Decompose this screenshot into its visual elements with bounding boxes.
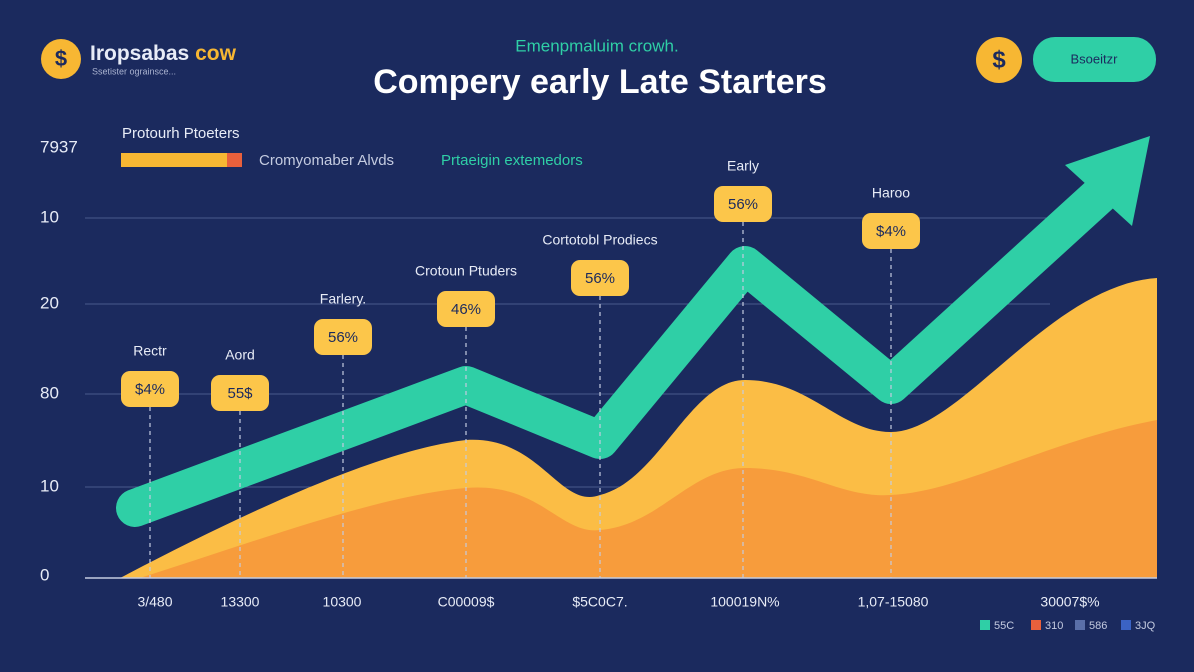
x-label: 1,07-15080: [858, 594, 929, 610]
x-label: 100019N%: [710, 594, 779, 610]
annotation-label: Aord: [225, 347, 255, 363]
trend-line: [116, 171, 1124, 527]
legend-label: 55C: [994, 620, 1014, 632]
x-label: C00009$: [438, 594, 495, 610]
legend-label: 310: [1045, 620, 1063, 632]
annotation-label: Farlery.: [320, 291, 366, 307]
badge: [211, 375, 269, 411]
subtitle: Emenpmaluim crowh.: [515, 36, 678, 55]
badge-label: 56%: [585, 270, 615, 287]
annotations: Rectr $4% Aord 55$ Farlery. 56% Crotoun Ptuder…: [121, 158, 920, 578]
area-lower: [140, 420, 1157, 578]
arrow-head: [1065, 136, 1150, 226]
dollar-icon: [41, 39, 81, 79]
badge-label: 46%: [451, 301, 481, 318]
legend-swatch: [1075, 620, 1085, 630]
badge: [571, 260, 629, 296]
y-label: 80: [40, 383, 59, 402]
badge: [437, 291, 495, 327]
badge: [862, 213, 920, 249]
legend-heading: Protourh Ptoeters: [122, 125, 240, 142]
y-label: 10: [40, 476, 59, 495]
y-label: 7937: [40, 137, 78, 156]
y-label: 20: [40, 293, 59, 312]
button-label[interactable]: Bsoeitzr: [1071, 51, 1119, 66]
dollar-glyph: $: [992, 46, 1006, 73]
brand: Iropsabas cow: [90, 42, 237, 65]
y-label: 10: [40, 207, 59, 226]
title: Compery early Late Starters: [373, 63, 827, 101]
x-label: 13300: [221, 594, 260, 610]
legend-swatch: [121, 153, 227, 167]
badge: [714, 186, 772, 222]
badge-label: 55$: [227, 385, 253, 402]
legend-swatch: [227, 153, 242, 167]
annotation-label: Rectr: [133, 343, 167, 359]
brand-name: Iropsabas: [90, 42, 189, 65]
axis-labels: 7937 10 20 80 10 0 3/480 13300 10300 C00009$ $5C0C…: [40, 137, 1156, 631]
annotation-label: Early: [727, 158, 759, 174]
brand-accent: cow: [195, 42, 237, 65]
x-label: $5C0C7.: [572, 594, 627, 610]
legend-swatch: [1121, 620, 1131, 630]
badge-label: $4%: [876, 223, 906, 240]
legend-swatch: [1031, 620, 1041, 630]
brand-tagline: Ssetister ograinsce...: [92, 66, 176, 76]
legend-label: 586: [1089, 620, 1107, 632]
legend-item: Prtaeigin extemedors: [441, 152, 583, 169]
legend-swatch: [980, 620, 990, 630]
dollar-icon: [976, 37, 1022, 83]
y-label: 0: [40, 565, 49, 584]
x-label: 3/480: [137, 594, 172, 610]
badge-label: $4%: [135, 381, 165, 398]
badge: [121, 371, 179, 407]
annotation-label: Cortotobl Prodiecs: [542, 232, 657, 248]
legend-item: Cromyomaber Alvds: [259, 152, 394, 169]
badge: [314, 319, 372, 355]
annotation-label: Crotoun Ptuders: [415, 263, 517, 279]
x-label: 10300: [323, 594, 362, 610]
legend-label: 3JQ: [1135, 620, 1156, 632]
badge-label: 56%: [328, 329, 358, 346]
badge-label: 56%: [728, 196, 758, 213]
x-label: 30007$%: [1040, 594, 1099, 610]
button[interactable]: [1033, 37, 1156, 82]
annotation-label: Haroo: [872, 185, 910, 201]
dollar-glyph: $: [55, 46, 67, 71]
